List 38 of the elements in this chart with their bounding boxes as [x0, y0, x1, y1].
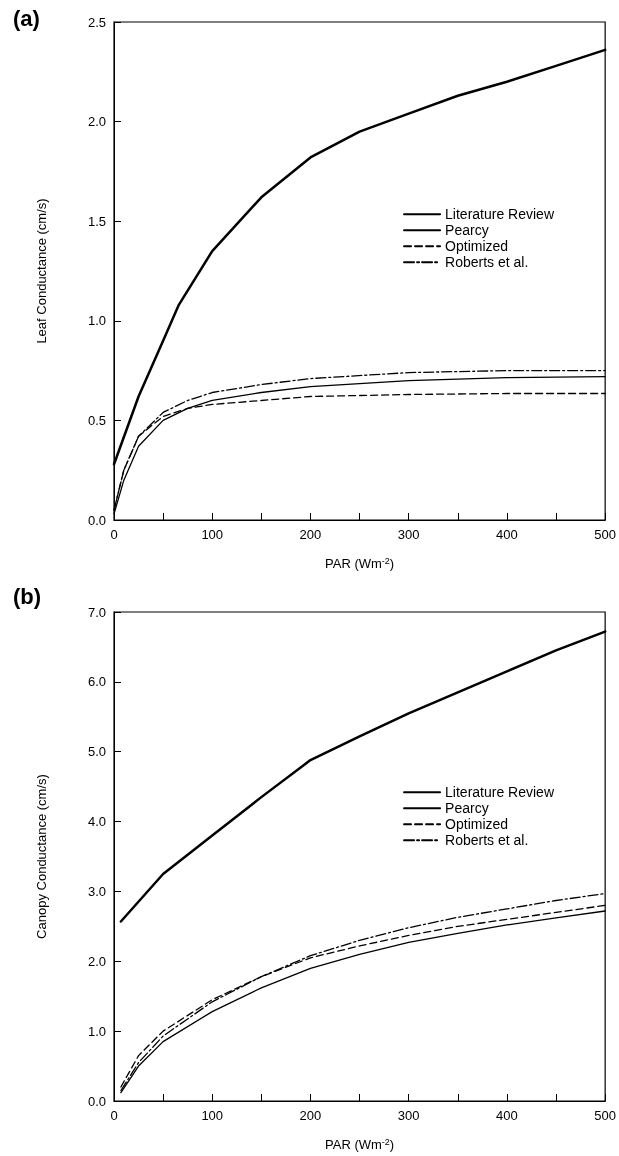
y-tick-label: 5.0: [87, 744, 106, 760]
y-tick-label: 1.0: [87, 1023, 106, 1039]
x-tick-label: 200: [299, 1108, 322, 1123]
y-tick-label: 0.0: [87, 512, 106, 528]
x-tick-label: 200: [299, 527, 322, 542]
legend-label: Roberts et al.: [445, 254, 529, 271]
legend-label: Pearcy: [445, 222, 489, 239]
legend-label: Pearcy: [445, 800, 489, 817]
y-tick-label: 3.0: [87, 883, 106, 899]
x-tick-label: 0: [110, 1108, 118, 1123]
legend-label: Literature Review: [445, 206, 555, 223]
legend-label: Optimized: [445, 238, 509, 255]
legend-label: Optimized: [445, 816, 509, 833]
legend-label: Roberts et al.: [445, 832, 529, 849]
x-tick-label: 100: [201, 1108, 224, 1123]
chart-title: (b): [13, 583, 42, 609]
y-axis-title: Leaf Conductance (cm/s): [34, 198, 49, 344]
x-tick-label: 400: [496, 1108, 518, 1123]
y-tick-label: 4.0: [87, 814, 106, 830]
chart-title: (a): [13, 5, 40, 31]
y-tick-label: 2.0: [87, 114, 106, 130]
y-tick-label: 0.5: [87, 412, 106, 428]
y-tick-label: 1.5: [87, 213, 106, 229]
legend-label: Literature Review: [445, 784, 555, 801]
x-tick-label: 0: [110, 527, 118, 542]
y-tick-label: 6.0: [87, 674, 106, 690]
y-tick-label: 0.0: [87, 1093, 106, 1109]
x-tick-label: 500: [594, 1108, 617, 1123]
y-tick-label: 7.0: [87, 604, 106, 620]
x-tick-label: 100: [201, 527, 224, 542]
y-tick-label: 2.0: [87, 953, 106, 969]
y-tick-label: 1.0: [87, 313, 106, 329]
x-tick-label: 300: [397, 1108, 420, 1123]
y-tick-label: 2.5: [87, 14, 106, 30]
x-tick-label: 500: [594, 527, 617, 542]
y-axis-title: Canopy Conductance (cm/s): [34, 774, 49, 939]
x-tick-label: 400: [496, 527, 518, 542]
x-tick-label: 300: [397, 527, 420, 542]
